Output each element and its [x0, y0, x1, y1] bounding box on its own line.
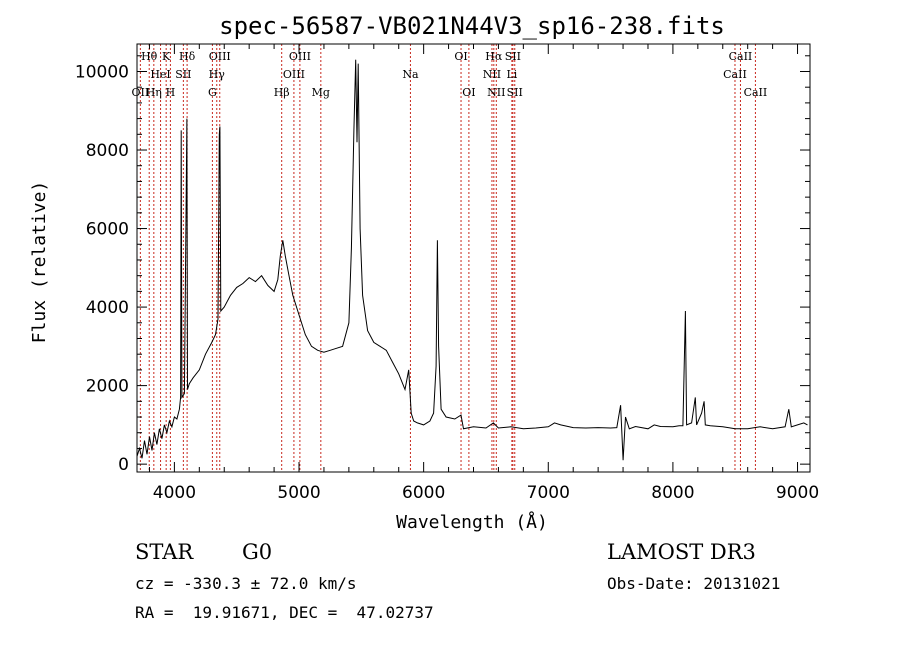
marker-label-2: Hη [146, 86, 162, 99]
x-tick-label-3: 7000 [527, 483, 570, 503]
marker-label-20: NII [487, 86, 505, 99]
obs-date: Obs-Date: 20131021 [607, 574, 781, 593]
y-tick-label-5: 10000 [75, 62, 129, 82]
y-tick-label-1: 2000 [86, 377, 129, 397]
marker-label-9: Hγ [209, 68, 226, 81]
y-tick-label-4: 8000 [86, 141, 129, 161]
plot-frame [136, 43, 811, 473]
marker-label-13: OIII [289, 50, 311, 63]
spectrum-line [136, 59, 808, 461]
marker-label-21: SII [505, 50, 521, 63]
line-marker-labels: OII Hθ Hη HeI K H SII Hδ G Hγ OIII Hβ OIII OIII Mg Na OI… [132, 50, 768, 99]
x-tick-label-4: 8000 [651, 483, 694, 503]
marker-label-12: OIII [283, 68, 305, 81]
y-tick-label-2: 4000 [86, 298, 129, 318]
marker-label-24: CaII [723, 68, 747, 81]
redshift-readout: cz = -330.3 ± 72.0 km/s [135, 574, 357, 593]
coordinates: RA = 19.91671, DEC = 47.02737 [135, 603, 434, 622]
marker-label-1: Hθ [141, 50, 158, 63]
marker-label-23: SII [507, 86, 523, 99]
x-axis: 4000 5000 6000 7000 8000 9000 [148, 44, 819, 503]
marker-label-11: Hβ [274, 86, 290, 99]
line-markers [139, 44, 756, 472]
y-axis: 0 2000 4000 6000 8000 10000 [75, 55, 810, 475]
object-class: STAR [135, 540, 194, 564]
marker-label-3: HeI [150, 68, 170, 81]
marker-label-7: Hδ [179, 50, 196, 63]
y-axis-label: Flux (relative) [29, 181, 50, 344]
marker-label-8: G [208, 86, 217, 99]
marker-label-17: OI [462, 86, 475, 99]
x-tick-label-2: 6000 [402, 483, 445, 503]
x-tick-label-1: 5000 [277, 483, 320, 503]
chart-title: spec-56587-VB021N44V3_sp16-238.fits [219, 12, 725, 40]
object-subclass: G0 [242, 540, 273, 564]
marker-label-5: H [166, 86, 176, 99]
x-tick-label-5: 9000 [776, 483, 819, 503]
marker-label-14: Mg [312, 86, 330, 99]
y-tick-label-0: 0 [118, 455, 129, 475]
marker-label-18: NII [483, 68, 501, 81]
y-tick-label-3: 6000 [86, 220, 129, 240]
marker-label-0: OII [132, 86, 150, 99]
x-axis-label: Wavelength (Å) [396, 511, 548, 533]
marker-label-16: OI [454, 50, 467, 63]
marker-label-19: Hα [485, 50, 503, 63]
marker-label-25: CaII [729, 50, 753, 63]
x-tick-label-0: 4000 [153, 483, 196, 503]
marker-label-22: Li [506, 68, 517, 81]
marker-label-10: OIII [209, 50, 231, 63]
survey-label: LAMOST DR3 [607, 540, 756, 564]
marker-label-26: CaII [744, 86, 768, 99]
marker-label-15: Na [402, 68, 419, 81]
marker-label-4: K [162, 50, 171, 63]
marker-label-6: SII [175, 68, 191, 81]
